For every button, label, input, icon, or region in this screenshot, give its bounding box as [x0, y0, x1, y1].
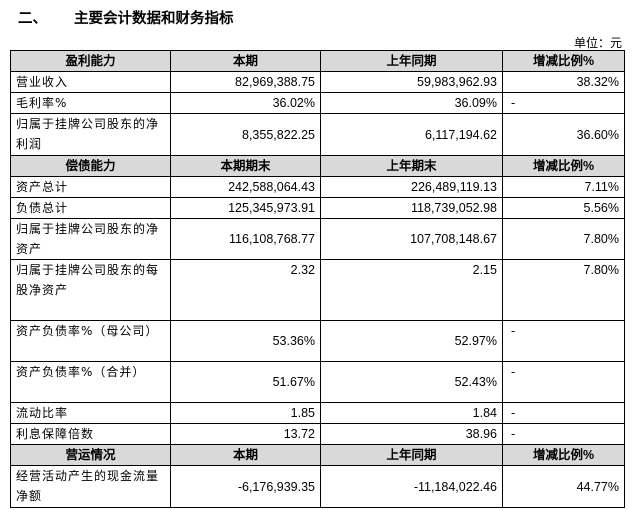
change-value: 7.11% — [502, 176, 625, 198]
column-header: 本期期末 — [170, 155, 321, 177]
current-value: 13.72 — [170, 423, 321, 445]
table-row: 营业收入 82,969,388.75 59,983,962.93 38.32% — [10, 71, 625, 93]
previous-value: 107,708,148.67 — [320, 218, 503, 260]
table-row: 利息保障倍数 13.72 38.96 - — [10, 423, 625, 445]
change-value: 38.32% — [502, 71, 625, 93]
row-label: 资产负债率%（合并） — [10, 361, 171, 403]
current-value: -6,176,939.35 — [170, 465, 321, 508]
column-header: 增减比例% — [502, 50, 625, 72]
change-value: 36.60% — [502, 113, 625, 156]
table-row: 归属于挂牌公司股东的每股净资产 2.32 2.15 7.80% — [10, 259, 625, 321]
column-header: 上年同期 — [320, 50, 503, 72]
previous-value: 226,489,119.13 — [320, 176, 503, 198]
column-header: 本期 — [170, 444, 321, 466]
previous-value: 1.84 — [320, 402, 503, 424]
change-value: - — [502, 320, 625, 362]
change-value: 5.56% — [502, 197, 625, 219]
current-value: 116,108,768.77 — [170, 218, 321, 260]
section-header-cell: 盈利能力 — [10, 50, 171, 72]
current-value: 1.85 — [170, 402, 321, 424]
change-value: - — [502, 92, 625, 114]
section-header-row: 偿债能力 本期期末 上年期末 增减比例% — [10, 155, 625, 177]
current-value: 125,345,973.91 — [170, 197, 321, 219]
column-header: 增减比例% — [502, 155, 625, 177]
section-header-row: 营运情况 本期 上年同期 增减比例% — [10, 444, 625, 466]
current-value: 51.67% — [170, 361, 321, 403]
change-value: - — [502, 402, 625, 424]
change-value: - — [502, 423, 625, 445]
row-label: 负债总计 — [10, 197, 171, 219]
column-header: 上年同期 — [320, 444, 503, 466]
previous-value: 6,117,194.62 — [320, 113, 503, 156]
change-value: 7.80% — [502, 218, 625, 260]
previous-value: -11,184,022.46 — [320, 465, 503, 508]
change-value: 7.80% — [502, 259, 625, 321]
table-row: 归属于挂牌公司股东的净利润 8,355,822.25 6,117,194.62 … — [10, 113, 625, 156]
previous-value: 52.97% — [320, 320, 503, 362]
row-label: 经营活动产生的现金流量净额 — [10, 465, 171, 508]
previous-value: 2.15 — [320, 259, 503, 321]
table-row: 归属于挂牌公司股东的净资产 116,108,768.77 107,708,148… — [10, 218, 625, 260]
section-title: 主要会计数据和财务指标 — [74, 10, 234, 27]
table-row: 负债总计 125,345,973.91 118,739,052.98 5.56% — [10, 197, 625, 219]
row-label: 资产总计 — [10, 176, 171, 198]
column-header: 上年期末 — [320, 155, 503, 177]
row-label: 毛利率% — [10, 92, 171, 114]
previous-value: 118,739,052.98 — [320, 197, 503, 219]
row-label: 归属于挂牌公司股东的每股净资产 — [10, 259, 171, 321]
section-header-cell: 营运情况 — [10, 444, 171, 466]
table-row: 资产负债率%（合并） 51.67% 52.43% - — [10, 361, 625, 403]
current-value: 242,588,064.43 — [170, 176, 321, 198]
financial-data-table: 盈利能力 本期 上年同期 增减比例% 营业收入 82,969,388.75 59… — [10, 50, 625, 508]
change-value: - — [502, 361, 625, 403]
current-value: 53.36% — [170, 320, 321, 362]
row-label: 流动比率 — [10, 402, 171, 424]
row-label: 归属于挂牌公司股东的净利润 — [10, 113, 171, 156]
change-value: 44.77% — [502, 465, 625, 508]
row-label: 利息保障倍数 — [10, 423, 171, 445]
table-row: 流动比率 1.85 1.84 - — [10, 402, 625, 424]
current-value: 36.02% — [170, 92, 321, 114]
table-row: 毛利率% 36.02% 36.09% - — [10, 92, 625, 114]
previous-value: 52.43% — [320, 361, 503, 403]
table-row: 资产总计 242,588,064.43 226,489,119.13 7.11% — [10, 176, 625, 198]
table-row: 经营活动产生的现金流量净额 -6,176,939.35 -11,184,022.… — [10, 465, 625, 508]
row-label: 营业收入 — [10, 71, 171, 93]
section-number: 二、 — [18, 10, 47, 27]
section-header-row: 盈利能力 本期 上年同期 增减比例% — [10, 50, 625, 72]
row-label: 归属于挂牌公司股东的净资产 — [10, 218, 171, 260]
row-label: 资产负债率%（母公司） — [10, 320, 171, 362]
previous-value: 38.96 — [320, 423, 503, 445]
section-header-cell: 偿债能力 — [10, 155, 171, 177]
currency-unit: 单位：元 — [573, 36, 622, 50]
previous-value: 59,983,962.93 — [320, 71, 503, 93]
current-value: 8,355,822.25 — [170, 113, 321, 156]
table-row: 资产负债率%（母公司） 53.36% 52.97% - — [10, 320, 625, 362]
current-value: 82,969,388.75 — [170, 71, 321, 93]
current-value: 2.32 — [170, 259, 321, 321]
column-header: 本期 — [170, 50, 321, 72]
section-heading: 二、 主要会计数据和财务指标 — [18, 6, 234, 28]
previous-value: 36.09% — [320, 92, 503, 114]
column-header: 增减比例% — [502, 444, 625, 466]
